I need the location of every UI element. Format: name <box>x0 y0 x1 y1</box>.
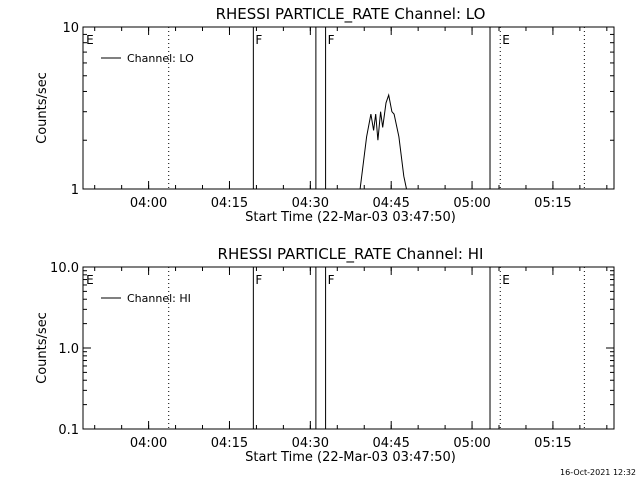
y-axis-label: Counts/sec <box>35 72 50 144</box>
y-axis-label: Counts/sec <box>35 312 50 384</box>
event-marker-label: F <box>255 33 262 47</box>
x-axis-label: Start Time (22-Mar-03 03:47:50) <box>245 210 456 225</box>
x-tick-label: 04:30 <box>292 196 329 211</box>
x-tick-label: 05:15 <box>534 196 571 211</box>
y-tick-label: 0.1 <box>58 423 79 438</box>
plot-frame <box>82 26 615 190</box>
x-tick-label: 04:15 <box>211 196 248 211</box>
x-tick-label: 04:30 <box>292 436 329 451</box>
event-marker-label: E <box>502 273 510 287</box>
x-tick-label: 04:45 <box>372 196 409 211</box>
y-tick-label: 10 <box>62 21 79 36</box>
x-tick-label: 04:00 <box>130 196 167 211</box>
y-tick-label: 1.0 <box>58 342 79 357</box>
x-tick-label: 05:00 <box>453 436 490 451</box>
y-tick-label: 10.0 <box>50 261 79 276</box>
panel-lo: RHESSI PARTICLE_RATE Channel: LO Counts/s… <box>35 5 615 225</box>
event-marker-label: E <box>86 33 94 47</box>
event-marker-label: E <box>502 33 510 47</box>
x-tick-label: 05:15 <box>534 436 571 451</box>
footer-timestamp: 16-Oct-2021 12:32 <box>560 468 636 477</box>
series-line <box>359 93 407 190</box>
event-marker-label: E <box>86 273 94 287</box>
event-marker-label: F <box>328 33 335 47</box>
y-tick-label: 1 <box>71 183 79 198</box>
panel-hi: RHESSI PARTICLE_RATE Channel: HI Counts/s… <box>35 245 615 465</box>
x-axis-label: Start Time (22-Mar-03 03:47:50) <box>245 450 456 465</box>
chart-title: RHESSI PARTICLE_RATE Channel: LO <box>216 5 486 24</box>
event-marker-label: F <box>328 273 335 287</box>
x-tick-label: 04:00 <box>130 436 167 451</box>
x-tick-label: 04:45 <box>372 436 409 451</box>
legend-label: Channel: HI <box>127 292 191 305</box>
chart-title: RHESSI PARTICLE_RATE Channel: HI <box>218 245 484 264</box>
legend-label: Channel: LO <box>127 52 194 65</box>
event-marker-label: F <box>255 273 262 287</box>
x-tick-label: 05:00 <box>453 196 490 211</box>
x-tick-label: 04:15 <box>211 436 248 451</box>
